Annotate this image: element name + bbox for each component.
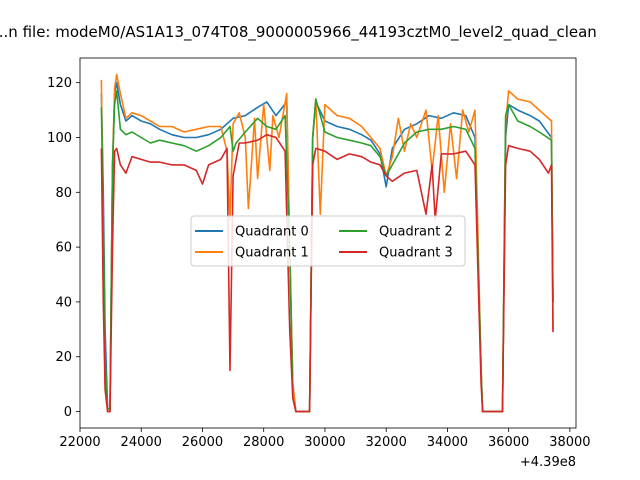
x-tick-label: 34000 <box>427 435 468 450</box>
legend-label-quadrant-0: Quadrant 0 <box>235 225 309 240</box>
chart-title: ...n file: modeM0/AS1A13_074T08_90000059… <box>0 23 597 42</box>
x-tick-label: 28000 <box>243 435 284 450</box>
y-tick-label: 20 <box>55 350 72 365</box>
legend-label-quadrant-1: Quadrant 1 <box>235 246 309 261</box>
x-axis: 22000 24000 26000 28000 30000 32000 34000 36000… <box>59 428 591 450</box>
x-tick-label: 36000 <box>488 435 529 450</box>
y-tick-label: 40 <box>55 295 72 310</box>
y-tick-label: 120 <box>47 76 72 91</box>
x-tick-label: 30000 <box>304 435 345 450</box>
y-tick-label: 0 <box>64 405 72 420</box>
x-axis-offset-label: +4.39e8 <box>520 455 576 470</box>
x-tick-label: 32000 <box>365 435 406 450</box>
legend-box <box>190 215 466 267</box>
y-tick-label: 80 <box>55 186 72 201</box>
x-tick-label: 26000 <box>182 435 223 450</box>
x-tick-label: 24000 <box>121 435 162 450</box>
y-tick-label: 100 <box>47 131 72 146</box>
legend-label-quadrant-2: Quadrant 2 <box>379 225 453 240</box>
legend-label-quadrant-3: Quadrant 3 <box>379 246 453 261</box>
plot-frame <box>79 57 577 429</box>
y-tick-label: 60 <box>55 241 72 256</box>
y-axis: 0 20 40 60 80 100 120 <box>47 76 80 420</box>
x-tick-label: 38000 <box>549 435 590 450</box>
x-tick-label: 22000 <box>59 435 100 450</box>
series-line-quadrant-3 <box>100 133 554 413</box>
series-layer <box>100 73 554 413</box>
legend: Quadrant 0 Quadrant 1 Quadrant 2 Quadrant 3 <box>190 215 466 267</box>
